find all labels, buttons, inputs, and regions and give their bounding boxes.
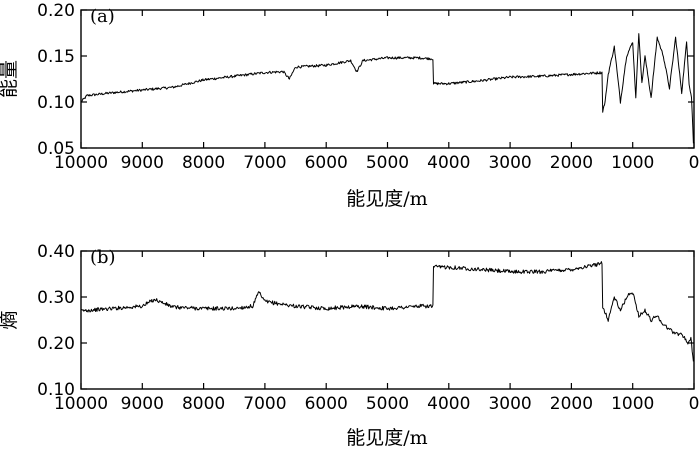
panel-a-xtick-label-7: 3000 xyxy=(488,153,531,173)
panel-a-ylabel: 能量 xyxy=(0,60,20,98)
panel-a-xlabel: 能见度/m xyxy=(346,188,427,210)
panel-b-ytick-label-0: 0.10 xyxy=(37,380,75,400)
panel-b-xtick-label-0: 10000 xyxy=(54,394,108,414)
panel-a-xtick-label-0: 10000 xyxy=(54,153,108,173)
panel-b-xtick-label-7: 3000 xyxy=(488,394,531,414)
panel-b-xtick-label-8: 2000 xyxy=(550,394,593,414)
panel-a-ytick-label-1: 0.10 xyxy=(37,93,75,113)
panel-b-xtick-label-10: 0 xyxy=(689,394,700,414)
panel-b-ytick-label-3: 0.40 xyxy=(37,242,75,262)
panel-a-ticks: 10000 9000 8000 7000 6000 5000 4000 3000 2000 100… xyxy=(37,1,699,173)
panel-b-label: (b) xyxy=(90,247,116,268)
panel-a-xtick-label-8: 2000 xyxy=(550,153,593,173)
panel-a-xtick-label-2: 8000 xyxy=(182,153,225,173)
panel-b-xtick-label-2: 8000 xyxy=(182,394,225,414)
panel-a-xtick-label-9: 1000 xyxy=(611,153,654,173)
panel-b-xtick-label-1: 9000 xyxy=(121,394,164,414)
panel-b-series-line-0 xyxy=(80,261,694,362)
panel-a-ytick-label-0: 0.05 xyxy=(37,139,75,159)
panel-b-xtick-label-9: 1000 xyxy=(611,394,654,414)
panel-b-ytick-label-2: 0.30 xyxy=(37,288,75,308)
panel-b: (b) 熵 能见度/m 10000 9000 8000 7000 6000 5000 400… xyxy=(0,242,699,449)
panel-b-ylabel: 熵 xyxy=(0,310,20,329)
panel-a-xtick-label-4: 6000 xyxy=(305,153,348,173)
panel-b-xtick-label-4: 6000 xyxy=(305,394,348,414)
panel-a-series-line-0 xyxy=(80,33,694,144)
panel-b-xtick-label-6: 4000 xyxy=(427,394,470,414)
panel-b-xtick-label-5: 5000 xyxy=(366,394,409,414)
panel-a-xtick-label-10: 0 xyxy=(689,153,700,173)
panel-a-xtick-label-6: 4000 xyxy=(427,153,470,173)
panel-b-ticks: 10000 9000 8000 7000 6000 5000 4000 3000 2000 100… xyxy=(37,242,699,414)
panel-a-series xyxy=(80,33,694,144)
panel-a-xtick-label-5: 5000 xyxy=(366,153,409,173)
panel-b-series xyxy=(80,261,694,362)
panel-a-label: (a) xyxy=(90,6,115,27)
panel-b-xtick-label-3: 7000 xyxy=(243,394,286,414)
panel-b-xlabel: 能见度/m xyxy=(346,427,427,449)
panel-a-xtick-label-1: 9000 xyxy=(121,153,164,173)
panel-a-xtick-label-3: 7000 xyxy=(243,153,286,173)
panel-a-ytick-label-2: 0.15 xyxy=(37,47,75,67)
panel-b-ytick-label-1: 0.20 xyxy=(37,334,75,354)
panel-a: (a) 能量 能见度/m 10000 9000 8000 7000 6000 5000 40… xyxy=(0,1,699,210)
panel-a-ytick-label-3: 0.20 xyxy=(37,1,75,21)
